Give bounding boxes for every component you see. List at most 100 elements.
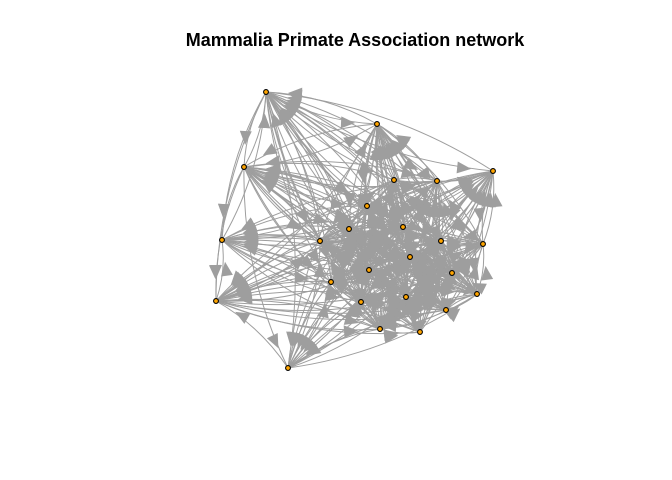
edge-arrowhead	[457, 255, 472, 270]
network-node	[285, 365, 291, 371]
edge-arrowhead	[392, 139, 407, 155]
network-node	[391, 177, 397, 183]
network-node	[346, 226, 352, 232]
edge-arrowhead	[427, 239, 441, 255]
network-node	[443, 307, 449, 313]
edge-arrowhead	[409, 295, 425, 308]
edge-arrowhead	[369, 300, 385, 312]
edge-arrowhead	[471, 282, 487, 295]
edge	[221, 235, 411, 258]
edge-arrowhead	[397, 248, 410, 264]
edge-arrowhead	[462, 229, 478, 242]
network-node	[417, 329, 423, 335]
edge-arrowhead	[446, 238, 462, 251]
edge	[376, 123, 438, 182]
edge-arrowhead	[312, 212, 328, 225]
edge-arrowhead	[456, 161, 472, 174]
network-node	[263, 89, 269, 95]
edge-arrowhead	[416, 279, 432, 292]
edge	[440, 239, 484, 245]
network-node	[474, 291, 480, 297]
edge-arrowhead	[398, 304, 414, 317]
edge	[215, 240, 321, 302]
edge-arrowhead	[271, 112, 283, 129]
edge	[482, 170, 495, 245]
edge-arrowhead	[411, 247, 423, 263]
edge-layer	[215, 91, 495, 369]
edge-arrowhead	[290, 331, 302, 347]
edge-arrowhead	[289, 256, 305, 271]
edge-arrowhead	[406, 219, 422, 232]
edge-arrowhead	[368, 238, 384, 251]
network-node	[364, 203, 370, 209]
edge-arrowhead	[343, 192, 356, 208]
edge-arrowhead	[456, 261, 470, 277]
edge-arrowhead	[412, 210, 427, 225]
edge-arrowhead	[402, 157, 418, 170]
network-node	[358, 299, 364, 305]
edge-arrowhead	[239, 130, 252, 146]
edge	[419, 180, 441, 333]
edge	[287, 281, 332, 369]
edge-arrowhead	[404, 230, 420, 243]
edge-arrowhead	[414, 188, 430, 200]
edge-arrowhead	[263, 177, 279, 191]
edge-arrowhead	[451, 216, 467, 230]
network-node	[366, 267, 372, 273]
edge-arrowhead	[237, 291, 253, 304]
edge-arrowhead	[398, 278, 411, 294]
edge-arrowhead	[447, 252, 463, 264]
edge-arrowhead	[330, 197, 346, 210]
edge-arrowhead	[393, 201, 406, 217]
network-node	[449, 270, 455, 276]
edge-arrowhead	[426, 202, 439, 218]
edge-arrowhead	[356, 169, 369, 185]
network-node	[213, 298, 219, 304]
edge-arrowhead	[390, 263, 406, 276]
edge-arrowhead	[373, 226, 385, 242]
edge-arrowhead	[415, 166, 431, 179]
edge-arrowhead	[406, 195, 421, 210]
network-node	[490, 168, 496, 174]
edge-arrowhead	[422, 243, 437, 258]
edge	[215, 228, 350, 302]
edge	[221, 170, 494, 241]
edge-arrowhead	[467, 265, 479, 281]
edge-arrowhead	[318, 243, 333, 258]
edge-arrowhead	[243, 241, 259, 254]
edge-arrowhead	[218, 203, 231, 219]
network-node	[374, 121, 380, 127]
node-layer	[213, 89, 496, 371]
edge-arrowhead	[340, 116, 356, 129]
edge-arrowhead	[285, 217, 302, 230]
edge-arrowhead	[334, 209, 348, 225]
network-node	[241, 164, 247, 170]
edge	[287, 240, 321, 369]
network-node	[434, 178, 440, 184]
edge-arrowhead	[386, 215, 403, 227]
edge-arrowhead	[435, 202, 448, 218]
edge-arrowhead	[305, 341, 321, 355]
edge-arrowhead	[367, 197, 381, 213]
network-node	[438, 238, 444, 244]
edge-arrowhead	[480, 192, 493, 208]
network-node	[403, 294, 409, 300]
edge-arrowhead	[382, 191, 394, 207]
edge	[215, 166, 245, 302]
edge-arrowhead	[325, 283, 341, 296]
edge-arrowhead	[380, 145, 392, 161]
edge-arrowhead	[473, 207, 486, 223]
edge-arrowhead	[369, 145, 382, 161]
network-node	[219, 237, 225, 243]
edge-arrowhead	[328, 245, 341, 261]
edge-arrowhead	[464, 187, 479, 202]
edge-arrowhead	[400, 182, 416, 195]
edge-arrowhead	[360, 191, 376, 205]
edge-arrowhead	[409, 311, 425, 323]
edge-arrowhead	[365, 243, 380, 258]
edge-arrowhead	[349, 293, 366, 306]
edge-arrowhead	[336, 255, 351, 270]
edge	[379, 328, 421, 334]
edge-arrowhead	[354, 143, 367, 159]
